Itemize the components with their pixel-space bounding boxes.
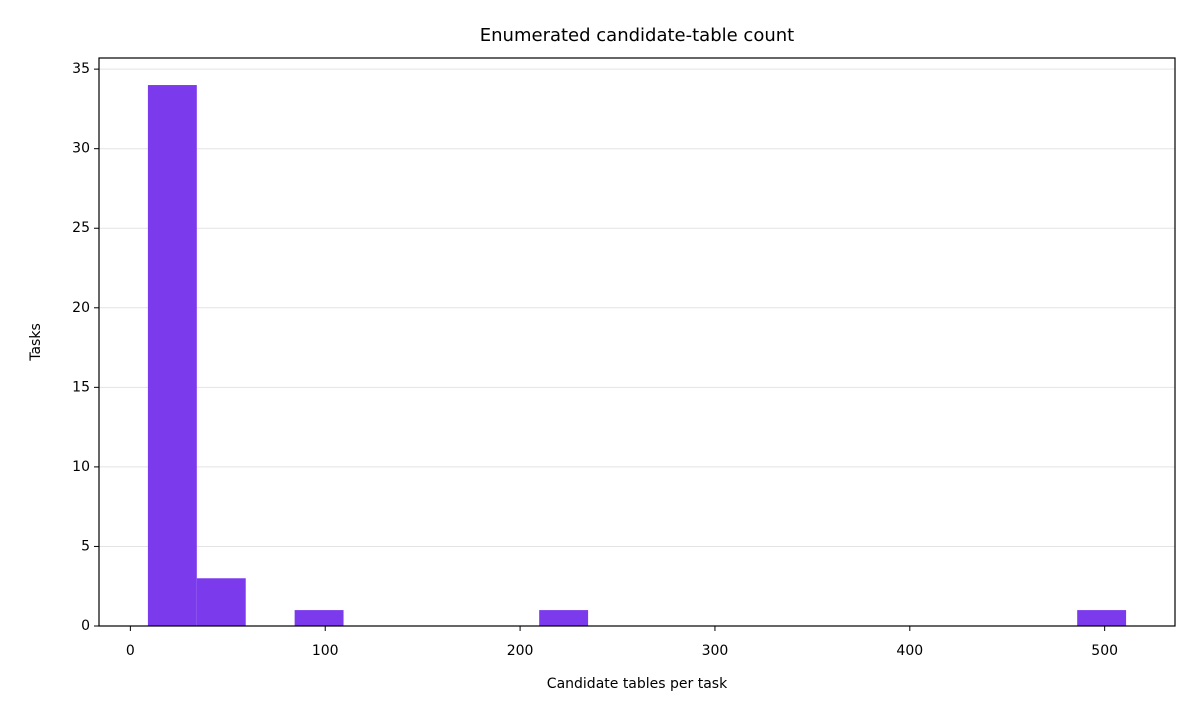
plot-frame (98, 57, 1176, 627)
y-tick-label: 5 (81, 538, 90, 554)
bar (539, 610, 589, 626)
x-tick-label: 400 (896, 643, 923, 659)
y-tick-label: 0 (81, 618, 90, 634)
chart-title: Enumerated candidate-table count (480, 25, 794, 46)
x-tick-label: 0 (126, 643, 135, 659)
x-tick-label: 500 (1091, 643, 1118, 659)
y-tick-label: 20 (72, 300, 90, 316)
y-tick-label: 30 (72, 141, 90, 157)
bar (1077, 610, 1127, 626)
bar (147, 85, 197, 627)
x-tick-label: 100 (312, 643, 339, 659)
bar (294, 610, 344, 626)
bar (196, 578, 246, 626)
y-tick-label: 10 (72, 459, 90, 475)
y-tick-label: 35 (72, 61, 90, 77)
x-axis-label: Candidate tables per task (547, 676, 728, 692)
x-tick-label: 200 (507, 643, 534, 659)
y-axis-label: Tasks (28, 323, 44, 362)
y-tick-label: 25 (72, 220, 90, 236)
x-tick-label: 300 (702, 643, 729, 659)
y-tick-label: 15 (72, 379, 90, 395)
